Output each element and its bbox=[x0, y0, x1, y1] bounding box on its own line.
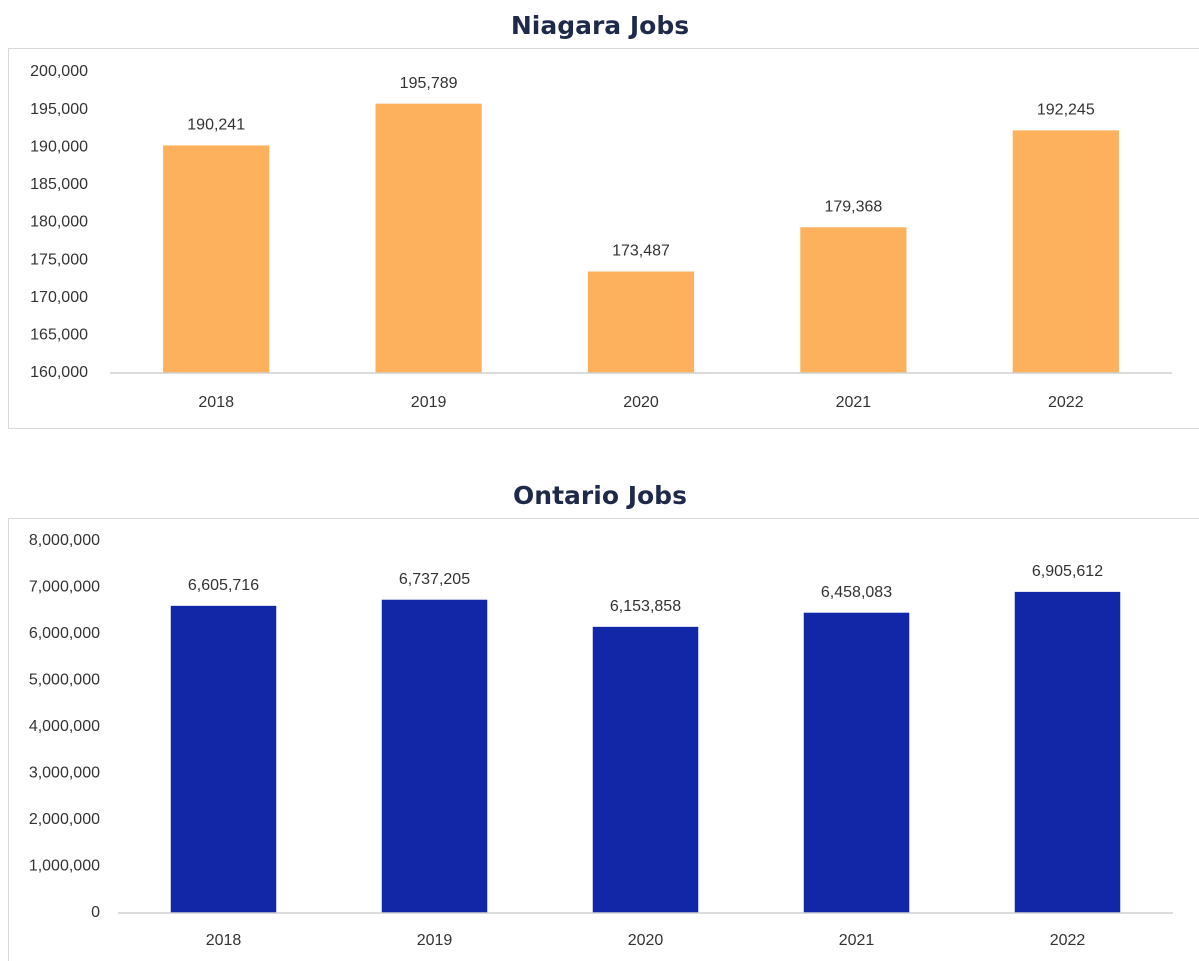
y-tick-label: 190,000 bbox=[30, 138, 88, 155]
y-tick-label: 3,000,000 bbox=[29, 765, 100, 782]
y-tick-label: 2,000,000 bbox=[29, 811, 100, 828]
x-tick-label: 2020 bbox=[628, 932, 664, 949]
bar bbox=[170, 605, 277, 913]
value-label: 179,368 bbox=[824, 198, 882, 215]
bar bbox=[803, 612, 910, 913]
y-tick-label: 5,000,000 bbox=[29, 672, 100, 689]
x-tick-label: 2022 bbox=[1048, 394, 1084, 411]
y-tick-label: 165,000 bbox=[30, 327, 88, 344]
value-label: 6,458,083 bbox=[821, 584, 892, 601]
x-tick-label: 2019 bbox=[417, 932, 453, 949]
value-label: 6,905,612 bbox=[1032, 563, 1103, 580]
bar bbox=[381, 599, 488, 913]
chart-title: Niagara Jobs bbox=[511, 11, 689, 40]
y-tick-label: 0 bbox=[91, 904, 100, 921]
y-tick-label: 6,000,000 bbox=[29, 625, 100, 642]
value-label: 6,737,205 bbox=[399, 571, 470, 588]
y-tick-label: 160,000 bbox=[30, 364, 88, 381]
chart-title: Ontario Jobs bbox=[513, 481, 687, 510]
x-tick-label: 2019 bbox=[411, 394, 447, 411]
y-tick-label: 195,000 bbox=[30, 101, 88, 118]
x-tick-label: 2022 bbox=[1050, 932, 1086, 949]
value-label: 173,487 bbox=[612, 243, 670, 260]
chart-frame bbox=[8, 48, 1199, 429]
y-tick-label: 185,000 bbox=[30, 176, 88, 193]
value-label: 6,605,716 bbox=[188, 577, 259, 594]
value-label: 190,241 bbox=[187, 117, 245, 134]
value-label: 6,153,858 bbox=[610, 598, 681, 615]
value-label: 192,245 bbox=[1037, 102, 1095, 119]
bar bbox=[1014, 591, 1121, 913]
bar bbox=[800, 227, 907, 373]
y-tick-label: 175,000 bbox=[30, 251, 88, 268]
bar bbox=[592, 626, 699, 913]
y-tick-label: 1,000,000 bbox=[29, 858, 100, 875]
y-tick-label: 4,000,000 bbox=[29, 718, 100, 735]
x-tick-label: 2018 bbox=[198, 394, 234, 411]
bar bbox=[375, 103, 482, 373]
chart-frame bbox=[8, 518, 1199, 961]
y-tick-label: 170,000 bbox=[30, 289, 88, 306]
x-tick-label: 2020 bbox=[623, 394, 659, 411]
y-tick-label: 200,000 bbox=[30, 63, 88, 80]
x-tick-label: 2018 bbox=[206, 932, 242, 949]
y-tick-label: 180,000 bbox=[30, 214, 88, 231]
y-tick-label: 7,000,000 bbox=[29, 579, 100, 596]
bar bbox=[1012, 130, 1119, 373]
value-label: 195,789 bbox=[400, 75, 458, 92]
bar bbox=[163, 145, 270, 373]
x-tick-label: 2021 bbox=[836, 394, 872, 411]
x-tick-label: 2021 bbox=[839, 932, 875, 949]
bar bbox=[587, 271, 695, 373]
y-tick-label: 8,000,000 bbox=[29, 532, 100, 549]
